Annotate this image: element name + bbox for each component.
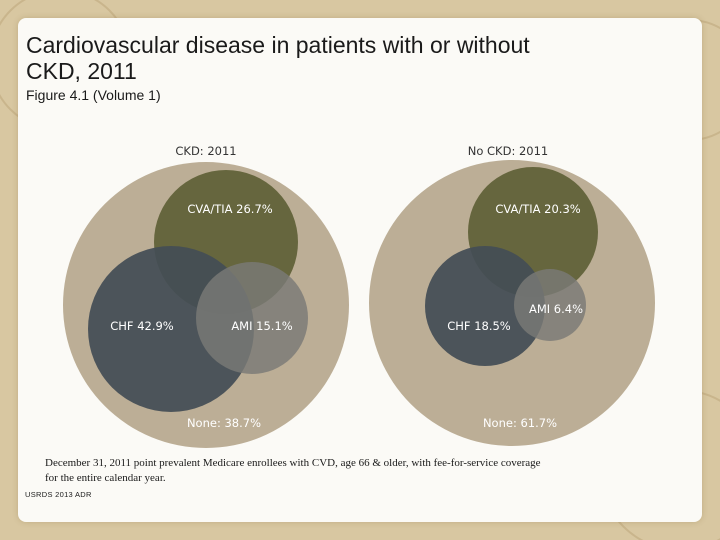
- label-cva-tia: CVA/TIA 20.3%: [495, 202, 580, 216]
- label-chf: CHF 42.9%: [110, 319, 174, 333]
- venn-circle-ami: [196, 262, 308, 374]
- footnote: December 31, 2011 point prevalent Medica…: [45, 457, 541, 484]
- label-chf: CHF 18.5%: [447, 319, 511, 333]
- label-ami: AMI 6.4%: [529, 302, 583, 316]
- page-title: Cardiovascular disease in patients with …: [26, 32, 530, 84]
- venn-ckd: CKD: 2011 CVA/TIA 26.7% CHF 42.9% AMI 15…: [63, 144, 349, 448]
- venn-no-ckd: No CKD: 2011 CVA/TIA 20.3% CHF 18.5% AMI…: [369, 144, 655, 446]
- venn-title: No CKD: 2011: [468, 144, 549, 158]
- venn-circle-ami: [514, 269, 586, 341]
- venn-title: CKD: 2011: [175, 144, 236, 158]
- figure-subtitle: Figure 4.1 (Volume 1): [26, 87, 161, 103]
- source-credit: USRDS 2013 ADR: [25, 490, 92, 499]
- label-ami: AMI 15.1%: [231, 319, 292, 333]
- label-cva-tia: CVA/TIA 26.7%: [187, 202, 272, 216]
- label-none: None: 38.7%: [187, 416, 261, 430]
- venn-circle-chf: [425, 246, 545, 366]
- label-none: None: 61.7%: [483, 416, 557, 430]
